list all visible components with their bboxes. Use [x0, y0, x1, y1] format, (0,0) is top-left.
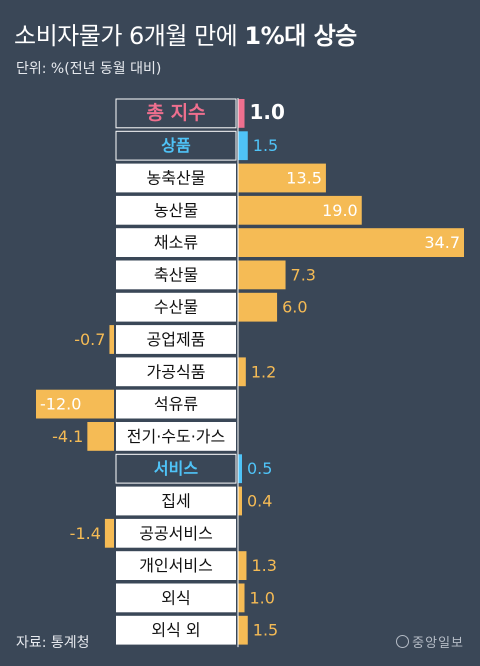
value-label: -0.7 — [74, 330, 105, 349]
value-label: 1.0 — [250, 588, 275, 607]
category-label: 공업제품 — [147, 330, 206, 349]
category-label: 수산물 — [154, 298, 198, 317]
category-box — [116, 486, 236, 516]
category-label: 농산물 — [154, 201, 198, 220]
category-box — [116, 389, 236, 419]
value-label: 7.3 — [291, 265, 316, 284]
category-label: 총 지수 — [146, 102, 205, 124]
bar — [104, 518, 114, 548]
category-label: 농축산물 — [147, 169, 206, 188]
bar — [238, 163, 326, 193]
category-label: 집세 — [161, 492, 190, 511]
category-box — [116, 260, 236, 290]
bar — [238, 615, 248, 645]
category-label: 상품 — [161, 136, 191, 155]
value-label: 1.0 — [250, 100, 285, 124]
bar — [238, 195, 362, 225]
category-label: 전기·수도·가스 — [127, 427, 226, 446]
category-box — [116, 551, 236, 580]
bar — [238, 292, 278, 322]
logo-text: 중앙일보 — [412, 636, 464, 651]
category-box — [115, 98, 237, 129]
bar — [238, 131, 248, 161]
bar — [238, 357, 246, 387]
category-box — [116, 518, 236, 548]
category-box — [116, 163, 236, 193]
value-label: 19.0 — [322, 201, 358, 220]
bar — [238, 454, 242, 484]
bar — [109, 325, 114, 354]
source-label: 자료: 통계청 — [16, 635, 90, 651]
value-label: 0.5 — [247, 459, 272, 478]
value-label: 1.5 — [253, 136, 278, 155]
value-label: -1.4 — [70, 524, 101, 543]
bar — [238, 228, 464, 257]
category-box — [115, 453, 237, 484]
bar — [238, 486, 242, 516]
value-label: 6.0 — [282, 298, 307, 317]
category-label: 가공식품 — [147, 362, 206, 381]
category-box — [115, 130, 237, 161]
title-light: 소비자물가 6개월 만에 — [14, 22, 238, 50]
category-label: 외식 외 — [151, 621, 200, 640]
category-box — [116, 583, 236, 613]
value-label: 1.3 — [251, 556, 276, 575]
value-label: 1.5 — [253, 621, 278, 640]
bar — [238, 551, 247, 580]
value-label: 13.5 — [286, 169, 322, 188]
category-box — [116, 228, 236, 257]
value-label: 0.4 — [247, 492, 272, 511]
bar — [238, 583, 245, 613]
category-label: 개인서비스 — [139, 556, 213, 575]
category-box — [116, 422, 236, 451]
category-label: 석유류 — [154, 395, 198, 414]
category-box — [116, 615, 236, 645]
category-label: 외식 — [161, 588, 190, 607]
value-label: 1.2 — [251, 362, 276, 381]
category-label: 공공서비스 — [139, 524, 213, 543]
value-label: -4.1 — [52, 427, 83, 446]
publisher-logo: 중앙일보 — [396, 632, 464, 651]
category-label: 채소류 — [154, 233, 198, 252]
value-label: -12.0 — [40, 395, 81, 414]
logo-circle-icon — [396, 635, 410, 648]
title-bold: 1%대 상승 — [244, 22, 357, 50]
bar — [87, 422, 114, 451]
category-label: 서비스 — [154, 459, 198, 478]
chart-title: 소비자물가 6개월 만에 1%대 상승 — [14, 16, 357, 51]
category-box — [116, 292, 236, 322]
category-box — [116, 325, 236, 354]
category-label: 축산물 — [154, 265, 198, 284]
category-box — [116, 357, 236, 387]
bar — [238, 99, 245, 128]
category-box — [116, 195, 236, 225]
bar — [36, 389, 114, 419]
bar — [238, 260, 286, 290]
unit-label: 단위: %(전년 동월 대비) — [16, 61, 162, 77]
value-label: 34.7 — [424, 233, 460, 252]
